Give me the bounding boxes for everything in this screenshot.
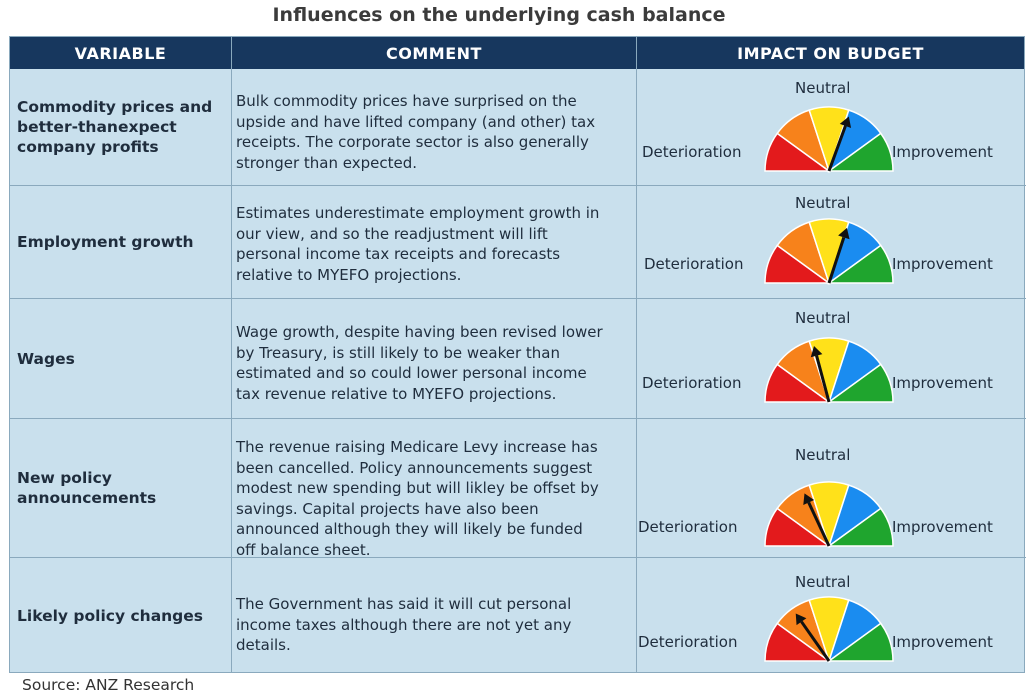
comment-cell: Estimates underestimate employment growt… <box>236 203 631 285</box>
comment-line: The Government has said it will cut pers… <box>236 595 572 613</box>
gauge-segment-green <box>826 622 894 662</box>
variable-cell: Likely policy changes <box>17 606 227 626</box>
comment-line: our view, and so the readjustment will l… <box>236 224 548 243</box>
row-divider <box>10 185 1026 186</box>
variable-line: company profits <box>17 138 159 156</box>
gauge-needle <box>800 620 831 662</box>
page-title: Influences on the underlying cash balanc… <box>272 4 726 26</box>
improvement-label: Improvement <box>892 633 993 651</box>
impact-gauge <box>764 481 894 549</box>
comment-line: personal income tax receipts and forecas… <box>236 245 561 263</box>
variable-line: better-thanexpect <box>17 118 177 136</box>
impact-gauge <box>764 596 894 664</box>
variable-cell: Employment growth <box>17 232 227 252</box>
deterioration-label: Deterioration <box>638 633 738 651</box>
neutral-label: Neutral <box>795 79 851 97</box>
deterioration-label: Deterioration <box>644 255 744 273</box>
comment-line: upside and have lifted company (and othe… <box>236 112 596 131</box>
gauge-needle <box>827 125 847 172</box>
comment-line: estimated and so could lower personal in… <box>236 364 587 382</box>
comment-cell: The revenue raising Medicare Levy increa… <box>236 437 631 560</box>
comment-line: The revenue raising Medicare Levy increa… <box>236 438 598 456</box>
comment-line: tax revenue relative to MYEFO projection… <box>236 384 557 403</box>
comment-line: details. <box>236 636 291 654</box>
source-note: Source: ANZ Research <box>22 676 195 694</box>
comment-line: been cancelled. Policy announcements sug… <box>236 458 593 477</box>
deterioration-label: Deterioration <box>642 143 742 161</box>
variable-line: Employment growth <box>17 233 194 251</box>
comment-line: stronger than expected. <box>236 153 417 172</box>
improvement-label: Improvement <box>892 143 993 161</box>
neutral-label: Neutral <box>795 573 851 591</box>
improvement-label: Improvement <box>892 518 993 536</box>
comment-line: off balance sheet. <box>236 540 371 559</box>
variable-line: Likely policy changes <box>17 606 204 625</box>
comment-line: by Treasury, is still likely to be weake… <box>236 343 560 362</box>
header-comment: COMMENT <box>232 37 636 69</box>
variable-cell: Commodity prices and better-thanexpect com… <box>17 97 227 157</box>
comment-line: receipts. The corporate sector is also g… <box>236 133 589 151</box>
neutral-label: Neutral <box>795 446 851 464</box>
table-row: Commodity prices and better-thanexpect com… <box>10 69 1026 185</box>
deterioration-label: Deterioration <box>638 518 738 536</box>
gauge-needle-arrowhead <box>839 116 852 128</box>
improvement-label: Improvement <box>892 374 993 392</box>
variable-line: Wages <box>17 349 75 368</box>
table-row: Employment growth Estimates underestimate… <box>10 185 1026 298</box>
variable-cell: Wages <box>17 349 227 369</box>
row-divider <box>10 557 1026 558</box>
comment-cell: The Government has said it will cut pers… <box>236 594 631 656</box>
impact-gauge <box>764 218 894 286</box>
comment-line: Wage growth, despite having been revised… <box>236 323 603 341</box>
header-variable: VARIABLE <box>10 37 231 69</box>
table-row: Likely policy changes The Government has … <box>10 557 1026 673</box>
comment-cell: Bulk commodity prices have surprised on … <box>236 91 631 173</box>
row-divider <box>10 298 1026 299</box>
gauge-needle-arrowhead <box>838 227 850 240</box>
gauge-needle <box>807 501 831 547</box>
comment-cell: Wage growth, despite having been revised… <box>236 322 631 404</box>
gauge-needle <box>815 355 831 403</box>
table-row: New policy announcements The revenue raisi… <box>10 418 1026 560</box>
gauge-needle-arrowhead <box>810 345 823 358</box>
comment-line: Bulk commodity prices have surprised on … <box>236 92 577 110</box>
budget-influence-table: VARIABLE COMMENT IMPACT ON BUDGET Commod… <box>9 36 1026 673</box>
improvement-label: Improvement <box>892 255 993 273</box>
gauge-segment-green <box>826 132 894 172</box>
gauge-needle <box>827 236 846 284</box>
table-row: Wages Wage growth, despite having been re… <box>10 298 1026 418</box>
gauge-segment-green <box>826 507 894 547</box>
gauge-segment-green <box>826 244 894 284</box>
neutral-label: Neutral <box>795 309 851 327</box>
neutral-label: Neutral <box>795 194 851 212</box>
variable-line: Commodity prices and <box>17 98 213 116</box>
comment-line: announced although they will likely be f… <box>236 520 583 538</box>
impact-gauge <box>764 337 894 405</box>
comment-line: modest new spending but will likley be o… <box>236 479 599 497</box>
comment-line: income taxes although there are not yet … <box>236 615 572 634</box>
gauge-needle-arrowhead <box>795 613 807 626</box>
header-impact: IMPACT ON BUDGET <box>637 37 1024 69</box>
column-divider <box>231 37 232 672</box>
deterioration-label: Deterioration <box>642 374 742 392</box>
variable-line: announcements <box>17 489 157 507</box>
comment-line: relative to MYEFO projections. <box>236 265 462 284</box>
column-divider <box>636 37 637 672</box>
comment-line: savings. Capital projects have also been <box>236 499 539 518</box>
row-divider <box>10 418 1026 419</box>
variable-cell: New policy announcements <box>17 468 227 508</box>
comment-line: Estimates underestimate employment growt… <box>236 204 600 222</box>
gauge-needle-arrowhead <box>803 493 815 506</box>
gauge-segment-green <box>826 363 894 403</box>
impact-gauge <box>764 106 894 174</box>
variable-line: New policy <box>17 469 112 487</box>
